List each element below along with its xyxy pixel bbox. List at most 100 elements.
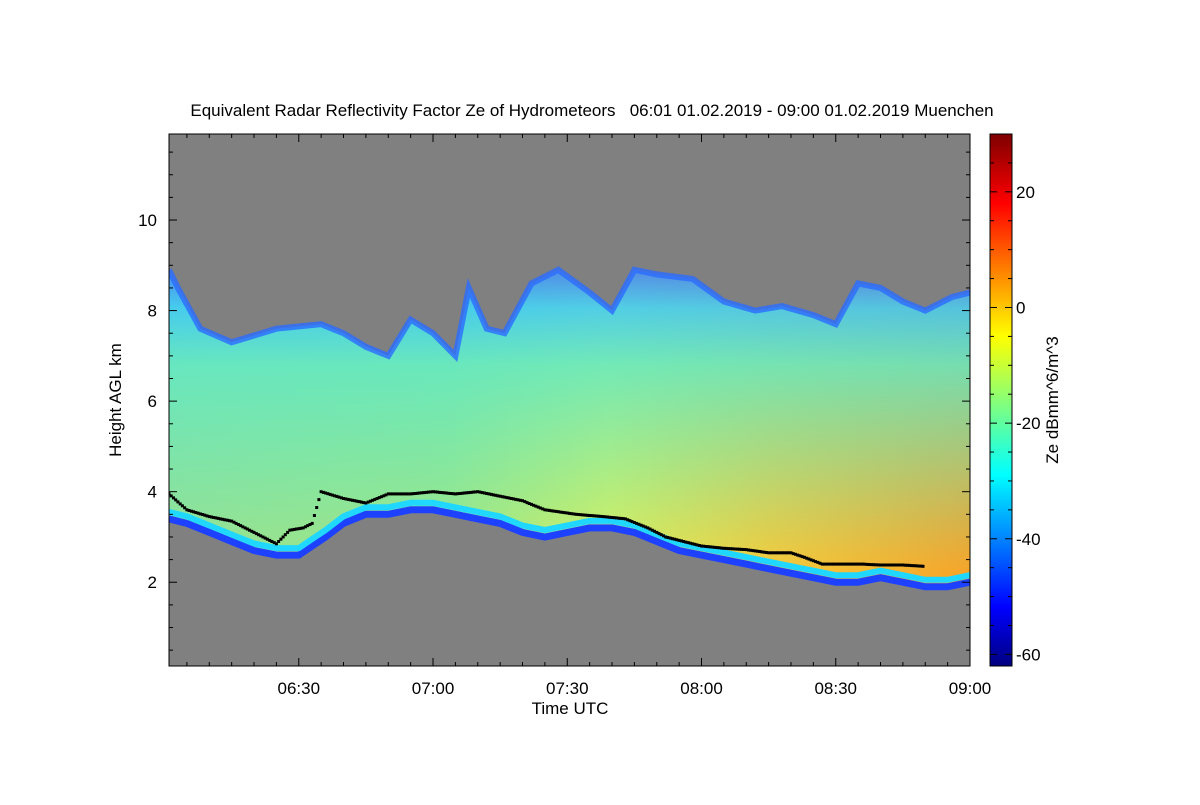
- melting-layer-point: [709, 545, 712, 549]
- melting-layer-point: [744, 548, 748, 552]
- melting-layer-point: [304, 525, 307, 529]
- melting-layer-point: [411, 492, 415, 496]
- melting-layer-point: [467, 491, 471, 495]
- melting-layer-point: [610, 516, 614, 519]
- melting-layer-point: [653, 529, 656, 533]
- melting-layer-point: [429, 490, 433, 494]
- melting-layer-point: [861, 562, 865, 566]
- melting-layer-point: [845, 562, 849, 566]
- melting-layer-point: [594, 514, 598, 518]
- melting-layer-point: [550, 509, 554, 513]
- melting-layer-point: [552, 509, 556, 513]
- melting-layer-point: [789, 551, 793, 555]
- melting-layer-point: [724, 546, 728, 550]
- melting-layer-point: [639, 523, 643, 527]
- melting-layer-point: [339, 496, 343, 500]
- y-tick-label: 2: [148, 573, 157, 592]
- melting-layer-point: [259, 534, 263, 538]
- melting-layer-point: [894, 563, 898, 567]
- melting-layer-point: [476, 490, 480, 494]
- melting-layer-point: [295, 527, 298, 531]
- melting-layer-point: [368, 499, 372, 503]
- melting-layer-point: [706, 545, 710, 549]
- melting-layer-point: [691, 542, 695, 546]
- melting-layer-point: [843, 562, 847, 566]
- x-tick-label: 07:00: [412, 679, 455, 698]
- melting-layer-point: [272, 541, 276, 545]
- melting-layer-point: [227, 519, 231, 523]
- melting-layer-point: [834, 562, 838, 566]
- melting-layer-point: [371, 498, 375, 502]
- melting-layer-point: [847, 562, 851, 566]
- melting-layer-point: [563, 511, 567, 515]
- y-tick-label: 10: [138, 211, 157, 230]
- melting-layer-point: [183, 506, 187, 510]
- x-axis: 06:30 07:00 07:30 08:00 08:30 09:00: [186, 134, 991, 698]
- melting-layer-point: [637, 522, 641, 526]
- melting-layer-point: [438, 490, 442, 494]
- x-tick-label: 08:30: [814, 679, 857, 698]
- melting-layer-point: [357, 500, 361, 504]
- melting-layer-point: [268, 538, 272, 542]
- melting-layer-point: [413, 492, 417, 495]
- melting-layer-point: [697, 544, 701, 547]
- melting-layer-point: [178, 502, 182, 506]
- melting-layer-point: [480, 491, 484, 495]
- melting-layer-point: [856, 562, 860, 566]
- melting-layer-point: [359, 500, 363, 504]
- melting-layer-point: [534, 504, 538, 508]
- melting-layer-point: [507, 496, 511, 500]
- melting-layer-point: [630, 520, 634, 524]
- melting-layer-point: [695, 543, 699, 547]
- colorbar-label: Ze dBmm^6/m^3: [1043, 336, 1062, 463]
- melting-layer-point: [782, 551, 786, 555]
- y-tick-label: 4: [148, 483, 157, 502]
- melting-layer-point: [382, 494, 386, 498]
- melting-layer-point: [885, 563, 889, 567]
- melting-layer-point: [498, 494, 502, 498]
- melting-layer-point: [541, 507, 545, 511]
- melting-layer-point: [785, 551, 788, 555]
- melting-layer-point: [650, 528, 654, 532]
- melting-layer-point: [896, 563, 900, 567]
- melting-layer-point: [404, 492, 408, 496]
- melting-layer-point: [912, 564, 916, 568]
- melting-layer-point: [722, 546, 726, 550]
- melting-layer-point: [469, 490, 473, 494]
- melting-layer-point: [451, 492, 455, 496]
- melting-layer-point: [203, 513, 207, 517]
- melting-layer-point: [389, 492, 392, 496]
- melting-layer-point: [791, 552, 795, 556]
- melting-layer-point: [330, 493, 334, 497]
- melting-layer-point: [460, 491, 464, 495]
- melting-layer-point: [176, 500, 180, 504]
- colorbar-tick-label: -60: [1016, 645, 1041, 664]
- melting-layer-point: [512, 497, 516, 501]
- melting-layer-point: [301, 526, 305, 530]
- melting-layer-point: [444, 491, 448, 495]
- melting-layer-point: [442, 491, 446, 495]
- melting-layer-point: [731, 547, 735, 551]
- melting-layer-point: [870, 563, 874, 567]
- melting-layer-point: [297, 527, 301, 531]
- melting-layer-point: [299, 526, 303, 530]
- melting-layer-point: [892, 563, 896, 567]
- melting-layer-point: [876, 563, 880, 567]
- melting-layer-point: [263, 536, 267, 540]
- melting-layer-point: [328, 492, 332, 496]
- melting-layer-point: [623, 517, 627, 521]
- melting-layer-point: [326, 492, 330, 496]
- melting-layer-point: [890, 563, 894, 567]
- melting-layer-point: [496, 494, 500, 498]
- melting-layer-point: [485, 492, 489, 495]
- melting-layer-point: [478, 490, 482, 494]
- melting-layer-point: [673, 537, 677, 541]
- melting-layer-point: [310, 521, 314, 525]
- melting-layer-point: [908, 563, 912, 567]
- melting-layer-point: [574, 512, 578, 516]
- melting-layer-point: [751, 549, 755, 553]
- melting-layer-point: [677, 538, 681, 542]
- melting-layer-point: [491, 493, 495, 497]
- colorbar-tick-label: 0: [1016, 298, 1025, 317]
- melting-layer-point: [169, 494, 173, 498]
